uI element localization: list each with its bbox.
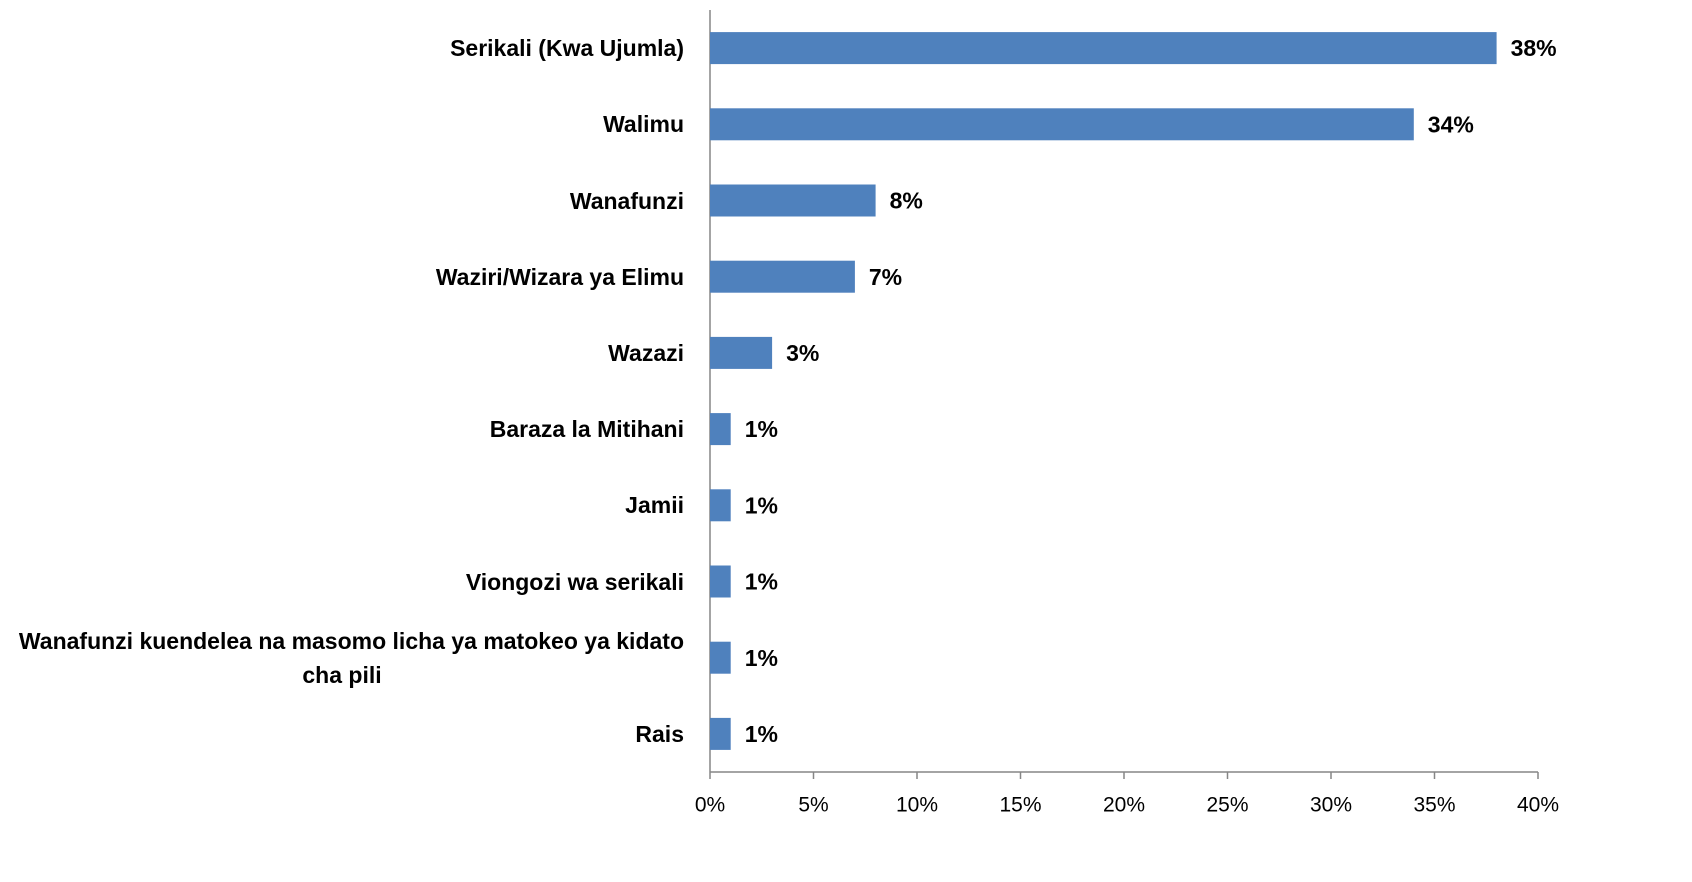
data-label: 1% bbox=[745, 721, 778, 747]
bar bbox=[710, 108, 1414, 141]
x-tick-label: 15% bbox=[999, 794, 1041, 817]
x-tick-label: 35% bbox=[1413, 794, 1455, 817]
bar bbox=[710, 641, 731, 674]
bar bbox=[710, 565, 731, 598]
bar bbox=[710, 489, 731, 522]
bar bbox=[710, 260, 855, 293]
y-tick-label: Serikali (Kwa Ujumla) bbox=[450, 35, 684, 62]
y-tick-label: Rais bbox=[635, 720, 684, 747]
y-tick-label: Wazazi bbox=[608, 339, 684, 366]
y-tick-label: Walimu bbox=[603, 111, 684, 138]
y-tick-label: Wanafunzi kuendelea na masomo licha ya m… bbox=[18, 627, 684, 688]
data-label: 3% bbox=[786, 340, 819, 366]
data-label: 7% bbox=[869, 264, 902, 290]
data-label: 1% bbox=[745, 416, 778, 442]
bar bbox=[710, 336, 773, 369]
y-tick-label: Wanafunzi bbox=[569, 187, 684, 214]
x-tick-label: 30% bbox=[1310, 794, 1352, 817]
x-tick-label: 20% bbox=[1103, 794, 1145, 817]
y-tick-label: Jamii bbox=[625, 492, 684, 519]
data-label: 1% bbox=[745, 492, 778, 518]
x-tick-label: 5% bbox=[798, 794, 828, 817]
bar bbox=[710, 32, 1497, 65]
data-label: 38% bbox=[1511, 35, 1557, 61]
x-tick-label: 0% bbox=[695, 794, 725, 817]
y-tick-label: Viongozi wa serikali bbox=[465, 568, 684, 595]
data-label: 34% bbox=[1428, 111, 1474, 137]
x-tick-label: 25% bbox=[1206, 794, 1248, 817]
data-label: 1% bbox=[745, 645, 778, 671]
y-tick-label: Waziri/Wizara ya Elimu bbox=[435, 263, 684, 290]
y-tick-label: Baraza la Mitihani bbox=[489, 416, 684, 443]
x-tick-label: 40% bbox=[1517, 794, 1559, 817]
bar bbox=[710, 717, 731, 750]
bar bbox=[710, 413, 731, 446]
data-label: 8% bbox=[890, 188, 923, 214]
x-tick-label: 10% bbox=[896, 794, 938, 817]
bar bbox=[710, 184, 876, 217]
data-label: 1% bbox=[745, 569, 778, 595]
